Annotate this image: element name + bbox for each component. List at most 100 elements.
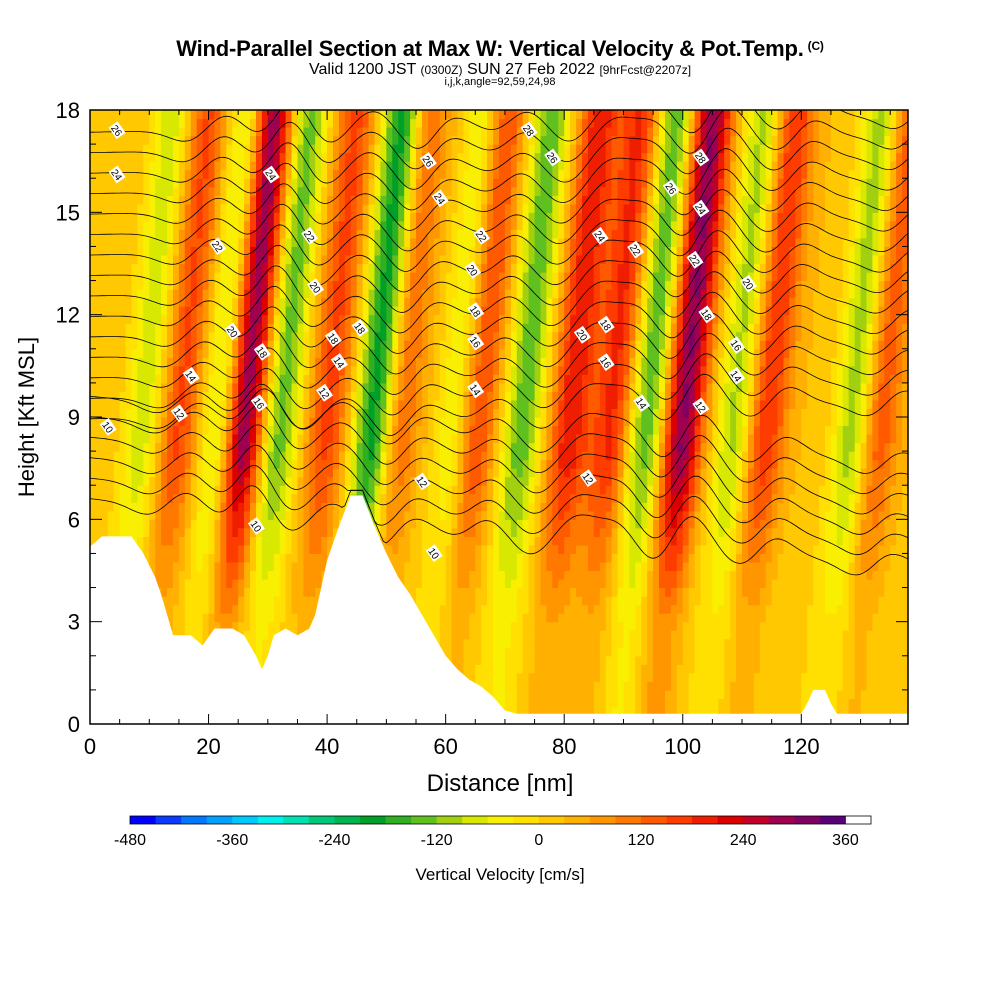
field-cell — [101, 178, 109, 188]
field-cell — [190, 587, 198, 597]
field-cell — [350, 382, 358, 392]
field-cell — [356, 135, 364, 145]
field-cell — [184, 144, 192, 154]
field-cell — [208, 365, 216, 375]
field-cell — [374, 442, 381, 452]
field-cell — [178, 570, 186, 580]
field-cell — [261, 579, 269, 589]
field-cell — [451, 348, 459, 358]
field-cell — [386, 382, 393, 392]
field-cell — [457, 110, 464, 120]
field-cell — [125, 323, 133, 333]
field-cell — [451, 519, 459, 529]
field-cell — [374, 374, 381, 384]
field-cell — [499, 544, 506, 554]
field-cell — [273, 399, 281, 409]
field-cell — [445, 570, 453, 580]
field-cell — [315, 161, 322, 171]
field-cell — [303, 562, 310, 572]
field-cell — [410, 425, 417, 435]
field-cell — [493, 229, 500, 239]
field-cell — [244, 434, 251, 444]
field-cell — [279, 391, 287, 401]
field-cell — [107, 306, 115, 316]
field-cell — [107, 186, 115, 196]
field-cell — [244, 451, 251, 461]
field-cell — [238, 280, 245, 290]
field-cell — [350, 417, 358, 427]
field-cell — [196, 365, 204, 375]
field-cell — [321, 527, 328, 537]
field-cell — [327, 425, 334, 435]
field-cell — [303, 596, 310, 606]
field-cell — [90, 118, 97, 128]
field-cell — [155, 195, 162, 205]
field-cell — [333, 237, 340, 247]
field-cell — [167, 152, 174, 162]
field-cell — [161, 340, 168, 350]
field-cell — [149, 451, 156, 461]
field-cell — [184, 246, 192, 256]
field-cell — [214, 621, 221, 631]
field-cell — [178, 186, 186, 196]
field-cell — [380, 289, 387, 299]
field-cell — [475, 425, 482, 435]
field-cell — [463, 280, 470, 290]
field-cell — [101, 476, 109, 486]
field-cell — [339, 280, 346, 290]
field-cell — [469, 553, 476, 563]
field-cell — [149, 519, 156, 529]
field-cell — [285, 485, 293, 495]
field-cell — [427, 382, 435, 392]
field-cell — [190, 519, 198, 529]
field-cell — [309, 178, 316, 188]
field-cell — [250, 306, 257, 316]
field-cell — [107, 161, 115, 171]
field-cell — [250, 263, 257, 273]
field-cell — [232, 442, 239, 452]
field-cell — [303, 178, 310, 188]
field-cell — [404, 553, 411, 563]
field-cell — [261, 203, 269, 213]
field-cell — [173, 451, 180, 461]
field-cell — [327, 510, 334, 520]
field-cell — [457, 195, 464, 205]
field-cell — [327, 161, 334, 171]
field-cell — [190, 357, 198, 367]
field-cell — [256, 476, 263, 486]
field-cell — [285, 314, 293, 324]
field-cell — [178, 382, 186, 392]
field-cell — [404, 263, 411, 273]
field-cell — [95, 459, 103, 469]
field-cell — [386, 485, 393, 495]
field-cell — [445, 306, 453, 316]
field-cell — [161, 459, 168, 469]
field-cell — [90, 434, 97, 444]
field-cell — [226, 596, 233, 606]
field-cell — [297, 485, 304, 495]
field-cell — [125, 417, 133, 427]
field-cell — [439, 263, 447, 273]
field-cell — [392, 382, 399, 392]
field-cell — [374, 306, 381, 316]
field-cell — [374, 527, 381, 537]
field-cell — [463, 186, 470, 196]
field-cell — [327, 519, 334, 529]
field-cell — [457, 374, 464, 384]
field-cell — [285, 451, 293, 461]
field-cell — [451, 570, 459, 580]
field-cell — [167, 493, 174, 503]
field-cell — [374, 178, 381, 188]
field-cell — [196, 178, 204, 188]
field-cell — [427, 272, 435, 282]
field-cell — [374, 289, 381, 299]
field-cell — [339, 340, 346, 350]
field-cell — [214, 570, 221, 580]
field-cell — [285, 391, 293, 401]
field-cell — [427, 289, 435, 299]
field-cell — [469, 357, 476, 367]
field-cell — [279, 374, 287, 384]
field-cell — [173, 527, 180, 537]
field-cell — [125, 289, 133, 299]
field-cell — [315, 186, 322, 196]
